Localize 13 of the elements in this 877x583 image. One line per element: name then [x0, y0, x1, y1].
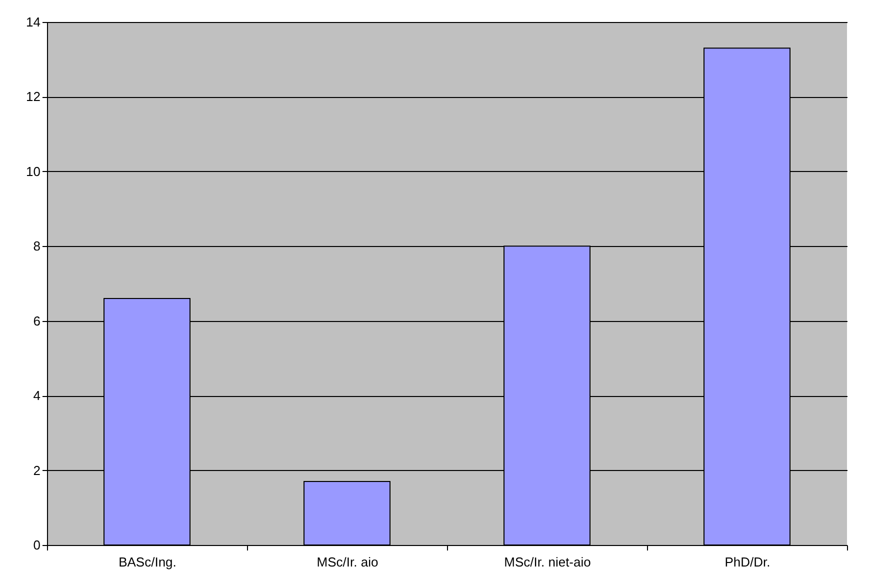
y-tick-label: 8 — [33, 238, 40, 254]
y-tick-label: 10 — [26, 164, 40, 179]
x-tick-label: MSc/Ir. aio — [316, 554, 378, 570]
y-tick-label: 14 — [26, 14, 40, 30]
y-tick-label: 0 — [33, 538, 40, 552]
bar — [304, 480, 390, 546]
y-tick-label: 12 — [26, 89, 40, 104]
y-tick-label: 6 — [33, 313, 40, 328]
x-tick-label: MSc/Ir. niet-aio — [504, 554, 591, 570]
y-tick-label: 4 — [33, 388, 40, 404]
y-tick-label: 2 — [33, 462, 40, 478]
x-tick-label: PhD/Dr. — [724, 554, 770, 570]
x-tick-label: BASc/Ing. — [118, 554, 176, 570]
